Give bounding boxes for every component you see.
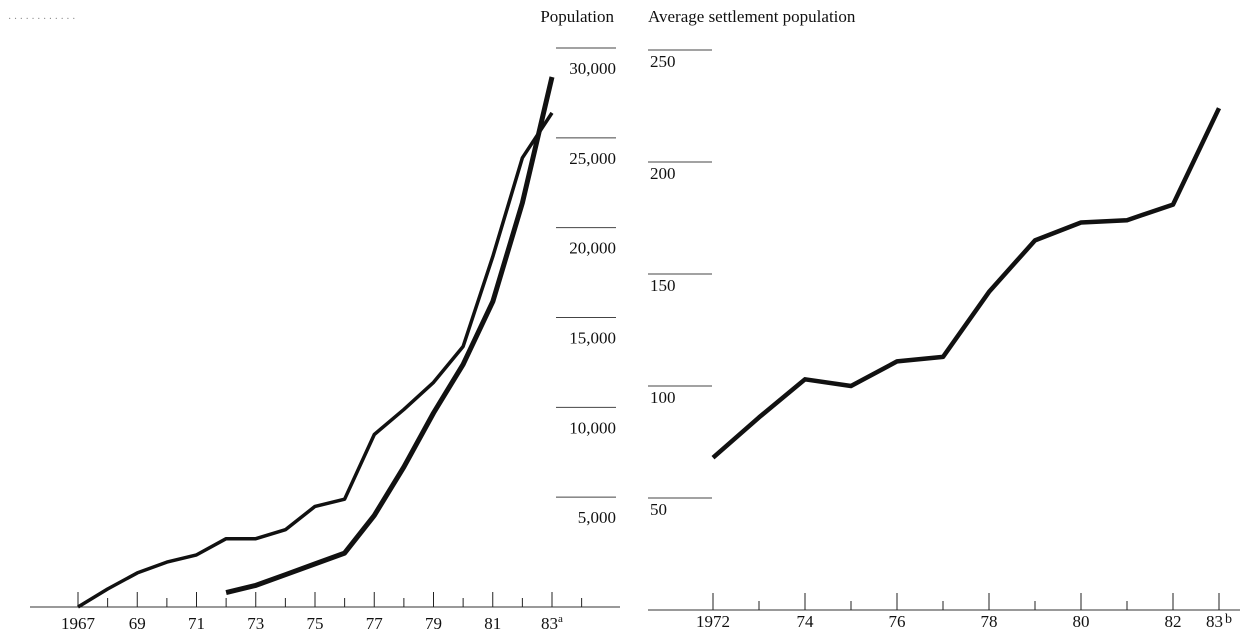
y-tick-label: 25,000 <box>569 149 616 168</box>
faint-heading: · · · · · · · · · · · · <box>8 14 75 25</box>
x-tick-label: 1967 <box>61 614 96 633</box>
y-tick-label: 150 <box>650 276 676 295</box>
x-tick-label: 79 <box>425 614 442 633</box>
y-axis-title: Average settlement population <box>648 7 856 26</box>
y-tick-label: 5,000 <box>578 508 616 527</box>
y-tick-label: 10,000 <box>569 418 616 437</box>
x-tick-superscript: b <box>1225 612 1232 627</box>
thin-series-line <box>77 111 554 609</box>
x-tick-label: 69 <box>129 614 146 633</box>
x-tick-label: 74 <box>797 612 815 631</box>
x-tick-label: 82 <box>1165 612 1182 631</box>
x-tick-label: 71 <box>188 614 205 633</box>
x-tick-label: 73 <box>247 614 264 633</box>
average-settlement-series-line <box>711 107 1222 460</box>
y-tick-label: 30,000 <box>569 59 616 78</box>
x-tick-label: 78 <box>981 612 998 631</box>
x-tick-label: 83a <box>541 613 563 633</box>
thick-series-line <box>225 76 555 596</box>
x-tick-label: 1972 <box>696 612 730 631</box>
y-tick-label: 200 <box>650 164 676 183</box>
average-settlement-chart: Average settlement population 50 100 150 20… <box>648 7 1240 631</box>
x-tick-label: 77 <box>366 614 384 633</box>
y-tick-label: 15,000 <box>569 329 616 348</box>
x-tick-label: 75 <box>307 614 324 633</box>
x-tick-superscript: a <box>558 613 563 625</box>
y-tick-label: 20,000 <box>569 239 616 258</box>
y-tick-label: 50 <box>650 500 667 519</box>
x-tick-label: 80 <box>1073 612 1090 631</box>
x-tick-label: 83 b <box>1206 612 1232 631</box>
y-tick-label: 100 <box>650 388 676 407</box>
x-tick-label: 81 <box>484 614 501 633</box>
y-axis-title: Population <box>540 7 614 26</box>
y-tick-label: 250 <box>650 52 676 71</box>
x-tick-label: 76 <box>889 612 906 631</box>
population-chart: · · · · · · · · · · · · Population 5,000… <box>8 7 620 633</box>
